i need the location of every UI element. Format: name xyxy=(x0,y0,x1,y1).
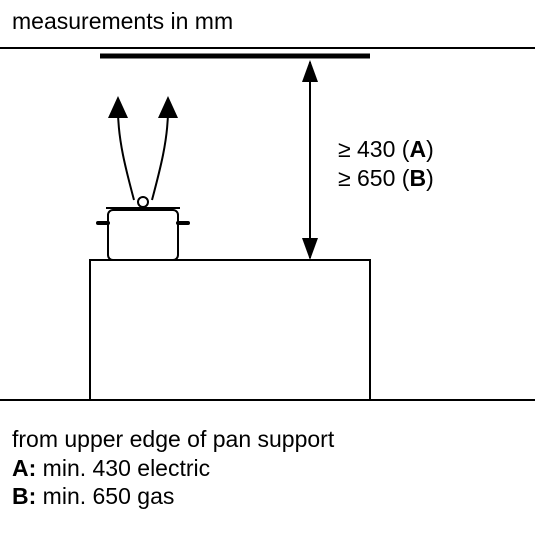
legend-b: B: min. 650 gas xyxy=(12,482,334,511)
steam-arrow-right xyxy=(152,110,168,200)
pot-knob xyxy=(138,197,148,207)
stove-outline xyxy=(90,260,370,400)
pot-body xyxy=(108,210,178,260)
dimension-arrow-bottom xyxy=(302,238,318,260)
legend-a: A: min. 430 electric xyxy=(12,454,334,483)
title: measurements in mm xyxy=(12,8,233,35)
legend: from upper edge of pan support A: min. 4… xyxy=(12,425,334,511)
legend-intro: from upper edge of pan support xyxy=(12,425,334,454)
installation-diagram xyxy=(0,40,535,410)
clearance-labels: ≥ 430 (A) ≥ 650 (B) xyxy=(338,135,434,193)
steam-arrowhead-left xyxy=(108,96,128,118)
clearance-b: ≥ 650 (B) xyxy=(338,164,434,193)
steam-arrow-left xyxy=(118,110,134,200)
dimension-arrow-top xyxy=(302,60,318,82)
clearance-a: ≥ 430 (A) xyxy=(338,135,434,164)
steam-arrowhead-right xyxy=(158,96,178,118)
